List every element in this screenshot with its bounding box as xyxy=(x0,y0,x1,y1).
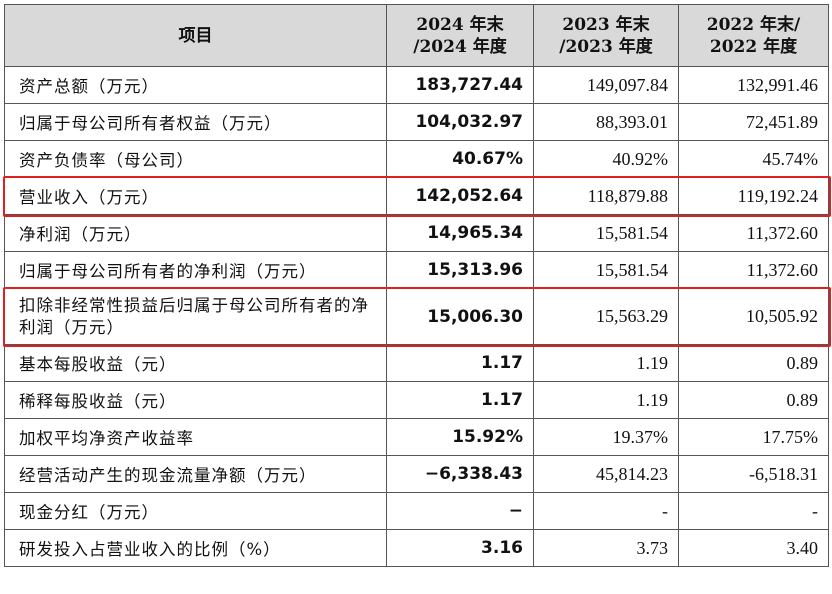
value-2024: 1.17 xyxy=(386,344,534,382)
header-2023: 2023 年末/2023 年度 xyxy=(533,4,679,67)
value-2023: 15,581.54 xyxy=(533,214,679,252)
value-2022: - xyxy=(678,492,829,530)
row-label: 研发投入占营业收入的比例（%） xyxy=(4,529,387,567)
table-row: 资产负债率（母公司） 40.67% 40.92% 45.74% xyxy=(4,140,829,178)
financial-table-container: 项目 2024 年末/2024 年度 2023 年末/2023 年度 2022 … xyxy=(4,4,829,567)
value-2023: 3.73 xyxy=(533,529,679,567)
header-2024: 2024 年末/2024 年度 xyxy=(386,4,534,67)
value-2024: 15,313.96 xyxy=(386,251,534,289)
value-2024: 15,006.30 xyxy=(386,288,534,345)
row-label: 现金分红（万元） xyxy=(4,492,387,530)
header-item: 项目 xyxy=(4,4,387,67)
value-2022: 10,505.92 xyxy=(678,288,829,345)
value-2023: 1.19 xyxy=(533,344,679,382)
row-label: 归属于母公司所有者的净利润（万元） xyxy=(4,251,387,289)
table-row: 扣除非经常性损益后归属于母公司所有者的净利润（万元） 15,006.30 15,56… xyxy=(4,288,829,345)
value-2024: 3.16 xyxy=(386,529,534,567)
value-2022: 0.89 xyxy=(678,344,829,382)
table-row: 归属于母公司所有者权益（万元） 104,032.97 88,393.01 72,451… xyxy=(4,103,829,141)
header-row: 项目 2024 年末/2024 年度 2023 年末/2023 年度 2022 … xyxy=(4,4,829,67)
table-row: 加权平均净资产收益率 15.92% 19.37% 17.75% xyxy=(4,418,829,456)
value-2023: 118,879.88 xyxy=(533,177,679,215)
table-row: 稀释每股收益（元） 1.17 1.19 0.89 xyxy=(4,381,829,419)
table-row: 基本每股收益（元） 1.17 1.19 0.89 xyxy=(4,344,829,382)
value-2024: 40.67% xyxy=(386,140,534,178)
value-2023: 15,581.54 xyxy=(533,251,679,289)
table-row: 归属于母公司所有者的净利润（万元） 15,313.96 15,581.54 11,37… xyxy=(4,251,829,289)
table-row: 营业收入（万元） 142,052.64 118,879.88 119,192.24 xyxy=(4,177,829,215)
value-2022: -6,518.31 xyxy=(678,455,829,493)
value-2022: 132,991.46 xyxy=(678,66,829,104)
value-2023: 88,393.01 xyxy=(533,103,679,141)
value-2024: 142,052.64 xyxy=(386,177,534,215)
value-2023: 149,097.84 xyxy=(533,66,679,104)
row-label: 加权平均净资产收益率 xyxy=(4,418,387,456)
row-label: 资产负债率（母公司） xyxy=(4,140,387,178)
row-label: 扣除非经常性损益后归属于母公司所有者的净利润（万元） xyxy=(4,288,387,345)
value-2023: 1.19 xyxy=(533,381,679,419)
row-label: 资产总额（万元） xyxy=(4,66,387,104)
table-row: 净利润（万元） 14,965.34 15,581.54 11,372.60 xyxy=(4,214,829,252)
value-2023: 19.37% xyxy=(533,418,679,456)
value-2022: 72,451.89 xyxy=(678,103,829,141)
row-label: 归属于母公司所有者权益（万元） xyxy=(4,103,387,141)
value-2024: 14,965.34 xyxy=(386,214,534,252)
value-2024: 15.92% xyxy=(386,418,534,456)
value-2022: 119,192.24 xyxy=(678,177,829,215)
value-2023: 45,814.23 xyxy=(533,455,679,493)
row-label: 稀释每股收益（元） xyxy=(4,381,387,419)
table-row: 现金分红（万元） − - - xyxy=(4,492,829,530)
value-2022: 45.74% xyxy=(678,140,829,178)
value-2022: 11,372.60 xyxy=(678,214,829,252)
financial-summary-table: 项目 2024 年末/2024 年度 2023 年末/2023 年度 2022 … xyxy=(4,4,829,567)
table-row: 资产总额（万元） 183,727.44 149,097.84 132,991.46 xyxy=(4,66,829,104)
table-row: 经营活动产生的现金流量净额（万元） −6,338.43 45,814.23 -6,51… xyxy=(4,455,829,493)
row-label: 经营活动产生的现金流量净额（万元） xyxy=(4,455,387,493)
value-2022: 0.89 xyxy=(678,381,829,419)
value-2024: −6,338.43 xyxy=(386,455,534,493)
table-row: 研发投入占营业收入的比例（%） 3.16 3.73 3.40 xyxy=(4,529,829,567)
value-2024: 183,727.44 xyxy=(386,66,534,104)
row-label: 营业收入（万元） xyxy=(4,177,387,215)
value-2022: 11,372.60 xyxy=(678,251,829,289)
value-2022: 3.40 xyxy=(678,529,829,567)
value-2024: − xyxy=(386,492,534,530)
row-label: 净利润（万元） xyxy=(4,214,387,252)
value-2024: 1.17 xyxy=(386,381,534,419)
value-2024: 104,032.97 xyxy=(386,103,534,141)
value-2023: 40.92% xyxy=(533,140,679,178)
header-2022: 2022 年末/2022 年度 xyxy=(678,4,829,67)
row-label: 基本每股收益（元） xyxy=(4,344,387,382)
value-2022: 17.75% xyxy=(678,418,829,456)
value-2023: 15,563.29 xyxy=(533,288,679,345)
value-2023: - xyxy=(533,492,679,530)
